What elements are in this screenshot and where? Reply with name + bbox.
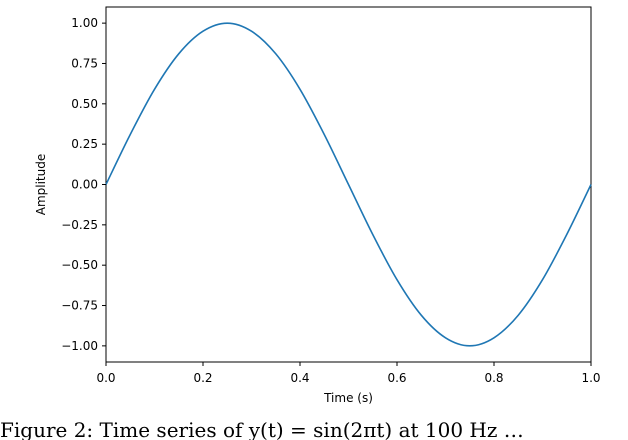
x-axis-label: Time (s)	[323, 391, 373, 405]
series-line	[105, 22, 592, 347]
y-tick-label: 0.50	[71, 97, 98, 111]
y-axis-label: Amplitude	[34, 154, 48, 216]
y-tick-label: −0.25	[61, 218, 98, 232]
x-tick-label: 1.0	[581, 371, 600, 385]
x-tick-label: 0.0	[96, 371, 115, 385]
x-axis: 0.0 0.2 0.4 0.6 0.8 1.0	[96, 362, 601, 385]
x-tick-label: 0.6	[387, 371, 406, 385]
plot-area	[105, 6, 592, 363]
y-tick-label: −1.00	[61, 339, 98, 353]
y-tick-label: 0.25	[71, 137, 98, 151]
figure-caption: Figure 2: Time series of y(t) = sin(2πt)…	[0, 418, 524, 440]
y-tick-label: 1.00	[71, 16, 98, 30]
y-axis: 1.00 0.75 0.50 0.25 0.00 −0.25 −0.50 −0.75 −1.00	[61, 16, 106, 353]
x-tick-label: 0.4	[290, 371, 309, 385]
y-tick-label: −0.75	[61, 299, 98, 313]
x-tick-label: 0.2	[193, 371, 212, 385]
y-tick-label: 0.75	[71, 56, 98, 70]
y-tick-label: 0.00	[71, 178, 98, 192]
y-tick-label: −0.50	[61, 258, 98, 272]
x-tick-label: 0.8	[484, 371, 503, 385]
